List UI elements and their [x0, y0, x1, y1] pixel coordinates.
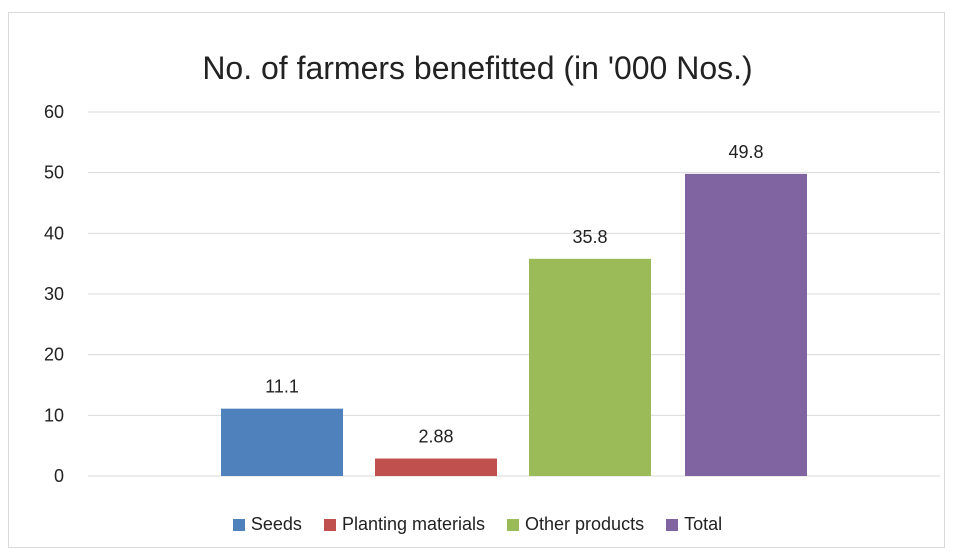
legend-item: Seeds — [232, 514, 302, 535]
legend-label: Total — [684, 514, 723, 534]
bar-planting-materials — [375, 458, 497, 476]
legend-label: Planting materials — [341, 514, 486, 534]
chart-title: No. of farmers benefitted (in '000 Nos.) — [202, 50, 753, 86]
legend-swatch — [666, 518, 679, 531]
y-tick-label: 20 — [44, 345, 64, 365]
data-label: 49.8 — [728, 142, 763, 162]
y-tick-label: 50 — [44, 163, 64, 183]
legend-swatch — [507, 518, 520, 531]
y-tick-label: 30 — [44, 284, 64, 304]
data-label: 11.1 — [265, 377, 299, 397]
legend-item: Planting materials — [323, 514, 486, 535]
legend-label: Seeds — [250, 514, 302, 534]
legend-item: Total — [666, 514, 722, 535]
data-label: 35.8 — [572, 227, 607, 247]
legend-swatch — [323, 518, 336, 531]
bar-seeds — [221, 408, 343, 476]
y-tick-label: 0 — [54, 466, 64, 486]
legend-label: Other products — [525, 514, 645, 534]
bar-total — [685, 173, 807, 476]
legend-swatch — [232, 518, 245, 531]
y-tick-label: 10 — [44, 405, 64, 425]
legend-item: Other products — [507, 514, 644, 535]
bar-other-products — [529, 258, 651, 476]
chart-legend: Seeds Planting materials Other products Tot… — [0, 514, 955, 535]
y-tick-label: 60 — [44, 102, 64, 122]
data-label: 2.88 — [418, 427, 453, 447]
y-tick-label: 40 — [44, 223, 64, 243]
